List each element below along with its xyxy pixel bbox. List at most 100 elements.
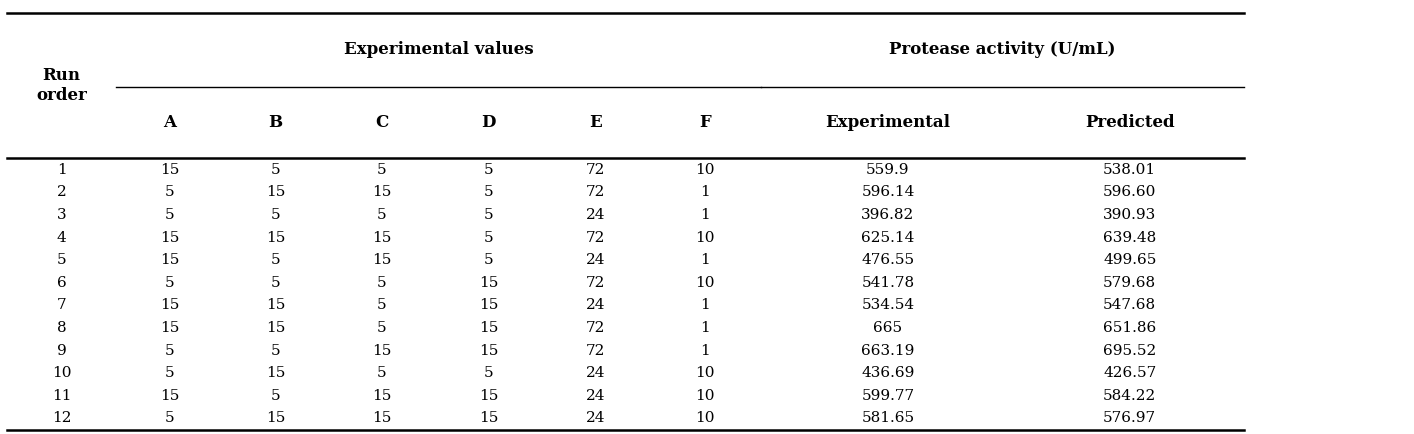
Text: 1: 1 [700,298,710,312]
Text: 396.82: 396.82 [861,208,915,222]
Text: 24: 24 [585,389,605,403]
Text: 5: 5 [484,366,493,380]
Text: 10: 10 [696,366,714,380]
Text: 10: 10 [696,163,714,177]
Text: 6: 6 [57,276,66,290]
Text: 5: 5 [378,208,386,222]
Text: 5: 5 [378,163,386,177]
Text: 599.77: 599.77 [861,389,915,403]
Text: 15: 15 [479,411,498,425]
Text: Experimental: Experimental [826,114,950,131]
Text: A: A [163,114,177,131]
Text: 10: 10 [696,276,714,290]
Text: 15: 15 [479,344,498,358]
Text: 625.14: 625.14 [861,230,915,244]
Text: 665: 665 [874,321,902,335]
Text: 576.97: 576.97 [1103,411,1157,425]
Text: 15: 15 [160,298,180,312]
Text: 72: 72 [585,344,605,358]
Text: 541.78: 541.78 [861,276,915,290]
Text: 15: 15 [266,298,286,312]
Text: 596.14: 596.14 [861,185,915,199]
Text: 2: 2 [57,185,66,199]
Text: 1: 1 [700,253,710,267]
Text: 5: 5 [165,344,174,358]
Text: 15: 15 [266,366,286,380]
Text: 5: 5 [271,276,280,290]
Text: 426.57: 426.57 [1103,366,1157,380]
Text: 10: 10 [52,366,71,380]
Text: 4: 4 [57,230,66,244]
Text: 538.01: 538.01 [1103,163,1157,177]
Text: 390.93: 390.93 [1103,208,1157,222]
Text: 10: 10 [696,230,714,244]
Text: 15: 15 [479,389,498,403]
Text: 15: 15 [160,163,180,177]
Text: B: B [269,114,283,131]
Text: 24: 24 [585,298,605,312]
Text: 10: 10 [696,411,714,425]
Text: 5: 5 [165,411,174,425]
Text: 72: 72 [585,163,605,177]
Text: 579.68: 579.68 [1103,276,1157,290]
Text: 15: 15 [372,411,392,425]
Text: 5: 5 [271,163,280,177]
Text: 5: 5 [484,208,493,222]
Text: 72: 72 [585,276,605,290]
Text: 15: 15 [266,185,286,199]
Text: 5: 5 [484,185,493,199]
Text: 8: 8 [57,321,66,335]
Text: 15: 15 [479,321,498,335]
Text: 15: 15 [372,253,392,267]
Text: 15: 15 [160,230,180,244]
Text: 9: 9 [57,344,66,358]
Text: 584.22: 584.22 [1103,389,1157,403]
Text: 3: 3 [57,208,66,222]
Text: 5: 5 [165,366,174,380]
Text: 1: 1 [700,344,710,358]
Text: 651.86: 651.86 [1103,321,1157,335]
Text: 15: 15 [372,344,392,358]
Text: 581.65: 581.65 [861,411,915,425]
Text: 24: 24 [585,411,605,425]
Text: 1: 1 [700,185,710,199]
Text: D: D [481,114,496,131]
Text: 5: 5 [165,208,174,222]
Text: 15: 15 [266,411,286,425]
Text: 11: 11 [52,389,71,403]
Text: 10: 10 [696,389,714,403]
Text: 5: 5 [57,253,66,267]
Text: E: E [588,114,602,131]
Text: 5: 5 [271,389,280,403]
Text: 24: 24 [585,366,605,380]
Text: 15: 15 [372,185,392,199]
Text: 639.48: 639.48 [1103,230,1157,244]
Text: 72: 72 [585,321,605,335]
Text: 15: 15 [372,389,392,403]
Text: 15: 15 [160,253,180,267]
Text: Run
order: Run order [37,67,86,104]
Text: 5: 5 [378,366,386,380]
Text: 15: 15 [160,389,180,403]
Text: 72: 72 [585,185,605,199]
Text: 499.65: 499.65 [1103,253,1157,267]
Text: Predicted: Predicted [1085,114,1175,131]
Text: 559.9: 559.9 [867,163,909,177]
Text: 663.19: 663.19 [861,344,915,358]
Text: 1: 1 [700,208,710,222]
Text: 5: 5 [165,276,174,290]
Text: 534.54: 534.54 [861,298,915,312]
Text: 5: 5 [271,344,280,358]
Text: 12: 12 [52,411,71,425]
Text: 5: 5 [165,185,174,199]
Text: F: F [699,114,711,131]
Text: 5: 5 [378,321,386,335]
Text: 1: 1 [57,163,66,177]
Text: 15: 15 [266,230,286,244]
Text: 695.52: 695.52 [1103,344,1157,358]
Text: 5: 5 [484,253,493,267]
Text: Experimental values: Experimental values [344,41,533,59]
Text: 15: 15 [372,230,392,244]
Text: 7: 7 [57,298,66,312]
Text: 15: 15 [479,298,498,312]
